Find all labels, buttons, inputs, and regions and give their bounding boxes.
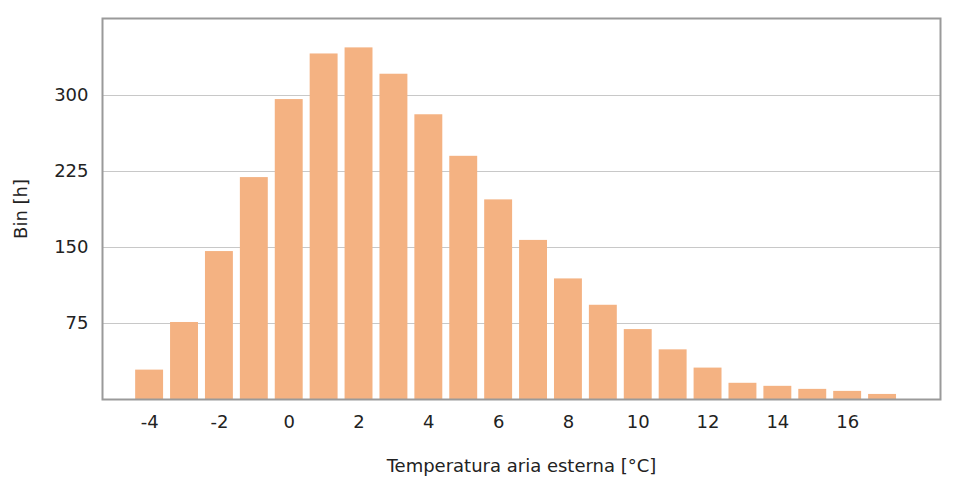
svg-text:16: 16 bbox=[836, 411, 859, 432]
svg-text:2: 2 bbox=[353, 411, 364, 432]
svg-text:Temperatura aria esterna [°C]: Temperatura aria esterna [°C] bbox=[386, 455, 657, 476]
svg-text:14: 14 bbox=[766, 411, 789, 432]
svg-text:-4: -4 bbox=[141, 411, 159, 432]
svg-text:150: 150 bbox=[54, 236, 88, 257]
svg-text:4: 4 bbox=[423, 411, 434, 432]
svg-text:0: 0 bbox=[283, 411, 294, 432]
svg-text:75: 75 bbox=[66, 312, 89, 333]
svg-text:10: 10 bbox=[627, 411, 650, 432]
svg-text:Bin [h]: Bin [h] bbox=[10, 179, 31, 239]
svg-text:12: 12 bbox=[697, 411, 720, 432]
svg-text:-2: -2 bbox=[210, 411, 228, 432]
svg-text:6: 6 bbox=[493, 411, 504, 432]
svg-text:225: 225 bbox=[54, 160, 88, 181]
svg-text:8: 8 bbox=[563, 411, 574, 432]
svg-text:300: 300 bbox=[54, 84, 88, 105]
